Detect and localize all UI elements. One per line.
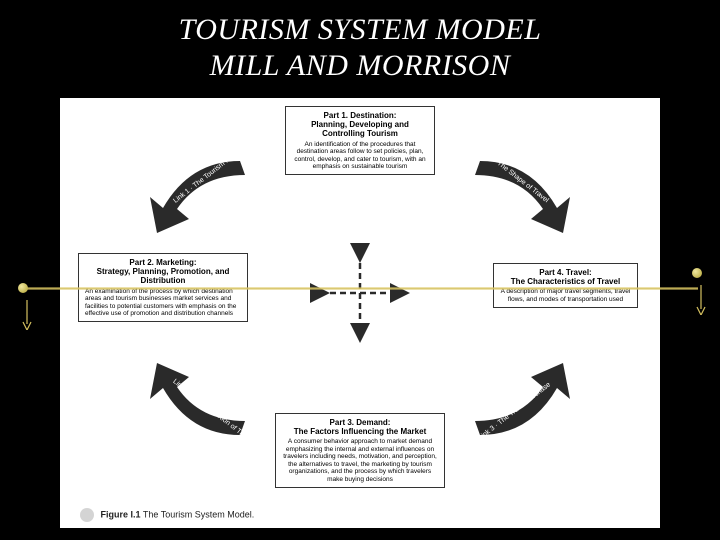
panel-heading: Part 2. Marketing:Strategy, Planning, Pr… [85,258,241,286]
annotation-arrow-left [21,300,33,330]
figure-caption: Figure I.1 The Tourism System Model. [80,508,254,522]
panel-heading: Part 4. Travel:The Characteristics of Tr… [500,268,631,286]
panel-demand: Part 3. Demand:The Factors Influencing t… [275,413,445,488]
figure-caption-text: The Tourism System Model. [143,509,254,519]
panel-body: A consumer behavior approach to market d… [282,438,438,483]
panel-body: A description of major travel segments, … [500,288,631,303]
figure-number: Figure I.1 [101,509,141,519]
panel-destination: Part 1. Destination:Planning, Developing… [285,106,435,175]
link-arrow-1: Link 1 · The Tourism Product [145,153,255,223]
panel-heading: Part 1. Destination:Planning, Developing… [292,111,428,139]
link-arrow-2: Link 2 · The Promotion of Travel [145,363,255,433]
panel-body: An identification of the procedures that… [292,141,428,171]
slide-title: TOURISM SYSTEM MODEL MILL AND MORRISON [0,0,720,90]
annotation-dot-right [692,268,702,278]
center-arrows [310,243,410,343]
panel-heading: Part 3. Demand:The Factors Influencing t… [282,418,438,436]
globe-icon [80,508,94,522]
link-arrow-3: Link 3 · The Travel Purchase [465,363,575,433]
title-line-2: MILL AND MORRISON [210,49,511,82]
link-arrow-4: Link 4 · The Shape of Travel [465,153,575,223]
panel-travel: Part 4. Travel:The Characteristics of Tr… [493,263,638,308]
annotation-arrow-right [695,285,707,315]
diagram-figure: Part 1. Destination:Planning, Developing… [60,98,660,528]
annotation-dot-left [18,283,28,293]
panel-body: An examination of the process by which d… [85,288,241,318]
annotation-line [22,287,698,290]
title-line-1: TOURISM SYSTEM MODEL [179,13,542,46]
